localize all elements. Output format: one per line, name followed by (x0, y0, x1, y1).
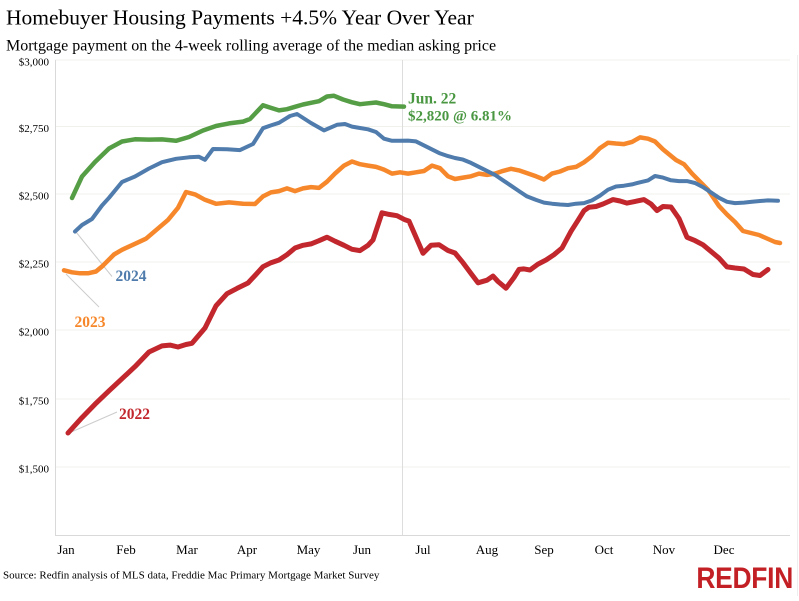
svg-text:$2,750: $2,750 (19, 123, 50, 135)
svg-text:Dec: Dec (714, 542, 735, 557)
svg-text:Jan: Jan (57, 542, 75, 557)
svg-text:2023: 2023 (75, 314, 106, 331)
svg-text:$2,250: $2,250 (19, 259, 50, 271)
svg-text:$1,500: $1,500 (19, 464, 50, 476)
svg-text:$2,820 @ 6.81%: $2,820 @ 6.81% (408, 109, 512, 125)
svg-text:$2,000: $2,000 (19, 327, 50, 339)
svg-text:Jul: Jul (415, 542, 431, 557)
svg-text:$3,000: $3,000 (19, 57, 50, 69)
svg-text:REDFIN: REDFIN (696, 560, 793, 594)
svg-text:Jun. 22: Jun. 22 (408, 91, 456, 108)
svg-text:$1,750: $1,750 (19, 396, 50, 408)
svg-text:Homebuyer Housing Payments +4.: Homebuyer Housing Payments +4.5% Year Ov… (6, 6, 474, 30)
svg-text:2022: 2022 (119, 406, 150, 423)
svg-text:Sep: Sep (534, 542, 554, 557)
svg-text:Jun: Jun (353, 542, 372, 557)
svg-text:Nov: Nov (653, 542, 676, 557)
svg-text:Feb: Feb (116, 542, 136, 557)
svg-text:Apr: Apr (237, 542, 258, 557)
svg-text:Source: Redfin analysis of MLS: Source: Redfin analysis of MLS data, Fre… (3, 570, 380, 582)
svg-text:Aug: Aug (476, 542, 499, 557)
svg-text:Oct: Oct (595, 542, 614, 557)
svg-text:$2,500: $2,500 (19, 191, 50, 203)
svg-text:Mortgage payment on the 4-week: Mortgage payment on the 4-week rolling a… (6, 38, 496, 55)
svg-text:2024: 2024 (116, 268, 147, 285)
svg-text:May: May (297, 542, 321, 557)
svg-text:Mar: Mar (176, 542, 198, 557)
